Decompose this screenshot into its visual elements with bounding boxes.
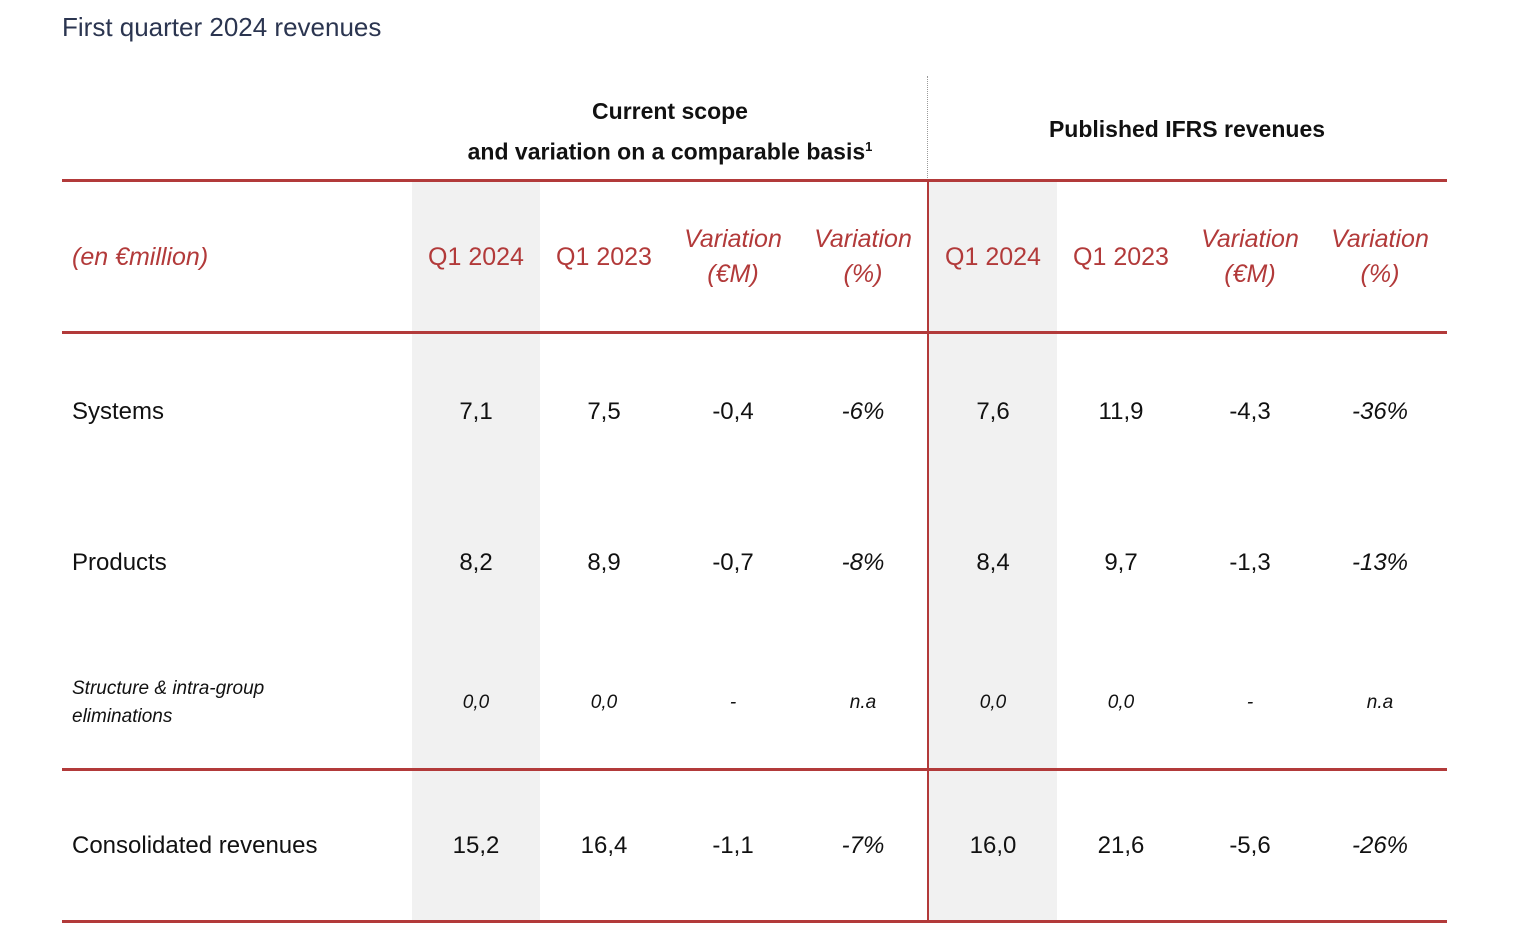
col-header-published-variation-pct: Variation (%) bbox=[1331, 225, 1429, 288]
cell-consolidated-current-var-m: -1,1 bbox=[712, 832, 754, 859]
cell-products-current-q1-2024: 8,2 bbox=[459, 548, 493, 576]
cell-consolidated-published-var-m: -5,6 bbox=[1229, 832, 1271, 859]
group-header-current-line1: Current scope bbox=[592, 98, 748, 124]
cell-products-current-q1-2023: 8,9 bbox=[587, 548, 621, 576]
group-header-current-scope: Current scope and variation on a compara… bbox=[412, 94, 928, 170]
cell-consolidated-current-q1-2023: 16,4 bbox=[580, 832, 628, 859]
cell-structure-published-var-pct: n.a bbox=[1366, 691, 1394, 713]
footnote-marker: 1 bbox=[865, 139, 873, 154]
rule-bottom bbox=[62, 920, 1447, 923]
highlight-column-current-q1-2024 bbox=[412, 182, 540, 922]
cell-products-current-var-pct: -8% bbox=[841, 548, 885, 576]
rule-top bbox=[62, 179, 1447, 182]
cell-systems-current-q1-2023: 7,5 bbox=[587, 397, 621, 425]
cell-consolidated-published-q1-2023: 21,6 bbox=[1097, 832, 1145, 859]
cell-structure-current-q1-2023: 0,0 bbox=[590, 691, 618, 713]
cell-structure-current-q1-2024: 0,0 bbox=[462, 691, 490, 713]
cell-consolidated-current-var-pct: -7% bbox=[841, 832, 885, 859]
cell-systems-current-var-pct: -6% bbox=[841, 397, 885, 425]
highlight-column-published-q1-2024 bbox=[929, 182, 1057, 922]
cell-structure-current-var-pct: n.a bbox=[849, 691, 877, 713]
col-header-current-q1-2024: Q1 2024 bbox=[428, 242, 524, 271]
row-label-structure-eliminations: Structure & intra-group eliminations bbox=[72, 677, 265, 727]
cell-systems-published-var-pct: -36% bbox=[1351, 397, 1409, 425]
cell-products-published-q1-2024: 8,4 bbox=[976, 548, 1010, 576]
rule-under-header bbox=[62, 331, 1447, 334]
col-header-current-variation-pct: Variation (%) bbox=[814, 225, 912, 288]
cell-systems-published-var-m: -4,3 bbox=[1229, 397, 1271, 425]
cell-structure-published-q1-2024: 0,0 bbox=[979, 691, 1007, 713]
group-header-published-ifrs: Published IFRS revenues bbox=[1048, 116, 1326, 142]
group-divider-dotted bbox=[927, 76, 928, 180]
unit-label: (en €million) bbox=[72, 242, 209, 271]
col-header-published-q1-2023: Q1 2023 bbox=[1073, 242, 1169, 271]
page-title: First quarter 2024 revenues bbox=[62, 12, 382, 42]
cell-products-published-q1-2023: 9,7 bbox=[1104, 548, 1138, 576]
cell-consolidated-current-q1-2024: 15,2 bbox=[452, 832, 500, 859]
row-label-products: Products bbox=[72, 548, 167, 576]
col-header-published-variation-m: Variation (€M) bbox=[1201, 225, 1299, 288]
cell-products-published-var-pct: -13% bbox=[1351, 548, 1409, 576]
cell-structure-published-q1-2023: 0,0 bbox=[1107, 691, 1135, 713]
cell-structure-published-var-m: - bbox=[1246, 691, 1254, 713]
cell-consolidated-published-q1-2024: 16,0 bbox=[969, 832, 1017, 859]
col-header-published-q1-2024: Q1 2024 bbox=[945, 242, 1041, 271]
cell-systems-published-q1-2023: 11,9 bbox=[1098, 397, 1144, 425]
cell-systems-current-var-m: -0,4 bbox=[712, 397, 754, 425]
cell-structure-current-var-m: - bbox=[729, 691, 737, 713]
group-header-current-line2: and variation on a comparable basis1 bbox=[467, 138, 873, 165]
col-header-current-q1-2023: Q1 2023 bbox=[556, 242, 652, 271]
col-header-current-variation-m: Variation (€M) bbox=[684, 225, 782, 288]
cell-consolidated-published-var-pct: -26% bbox=[1351, 832, 1409, 859]
cell-products-published-var-m: -1,3 bbox=[1229, 548, 1271, 576]
cell-products-current-var-m: -0,7 bbox=[712, 548, 754, 576]
cell-systems-current-q1-2024: 7,1 bbox=[459, 397, 493, 425]
row-label-systems: Systems bbox=[72, 397, 165, 425]
rule-above-total bbox=[62, 768, 1447, 771]
group-divider bbox=[927, 181, 929, 923]
cell-systems-published-q1-2024: 7,6 bbox=[976, 397, 1010, 425]
row-label-consolidated: Consolidated revenues bbox=[72, 832, 318, 859]
